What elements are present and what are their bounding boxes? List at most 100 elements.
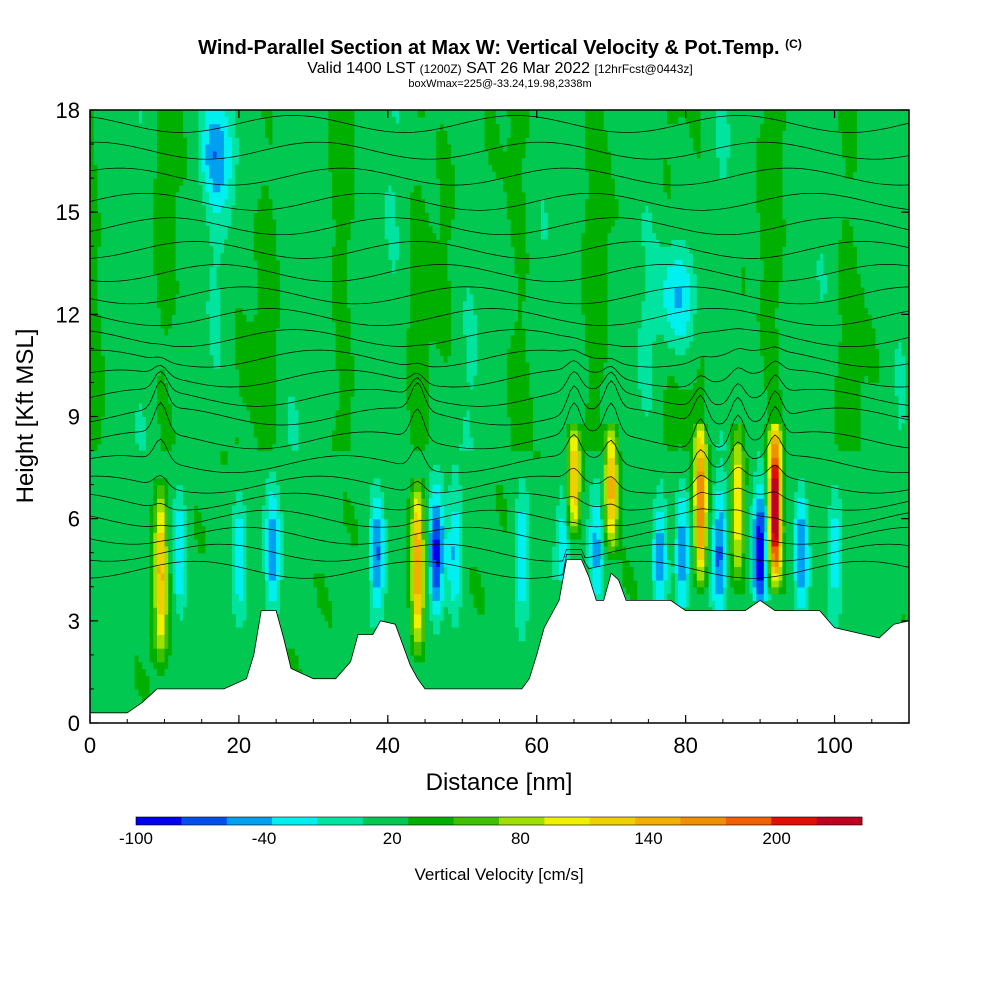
velocity-cell [149, 287, 154, 295]
velocity-cell [101, 123, 106, 131]
velocity-cell [276, 430, 281, 438]
velocity-cell [250, 198, 255, 206]
velocity-cell [168, 573, 173, 581]
velocity-cell [171, 634, 177, 642]
velocity-cell [130, 688, 136, 697]
velocity-cell [257, 355, 262, 363]
velocity-cell [276, 402, 281, 411]
velocity-cell [97, 525, 102, 533]
velocity-cell [157, 246, 162, 254]
velocity-cell [186, 164, 192, 172]
velocity-cell [235, 116, 240, 125]
velocity-cell [104, 198, 110, 206]
velocity-cell [250, 457, 255, 465]
velocity-cell [227, 375, 232, 383]
velocity-cell [220, 423, 225, 431]
velocity-cell [112, 634, 117, 642]
velocity-cell [253, 116, 259, 125]
velocity-cell [242, 110, 247, 118]
velocity-cell [179, 307, 184, 315]
velocity-cell [283, 450, 288, 458]
velocity-cell [287, 627, 292, 635]
velocity-cell [149, 116, 154, 125]
velocity-cell [130, 253, 136, 261]
velocity-cell [212, 682, 218, 690]
velocity-cell [168, 232, 173, 240]
velocity-cell [287, 539, 292, 547]
velocity-cell [168, 137, 173, 145]
velocity-cell [294, 498, 300, 506]
velocity-cell [276, 328, 281, 336]
velocity-cell [212, 375, 218, 383]
velocity-cell [302, 273, 307, 281]
velocity-cell [108, 491, 113, 499]
velocity-cell [153, 580, 158, 588]
velocity-cell [216, 184, 221, 193]
velocity-cell [130, 498, 136, 506]
velocity-cell [265, 212, 270, 220]
velocity-cell [149, 300, 154, 309]
velocity-cell [171, 436, 177, 445]
valid-date: SAT 26 Mar 2022 [466, 60, 591, 77]
velocity-cell [209, 355, 214, 363]
velocity-cell [305, 620, 311, 629]
velocity-cell [242, 123, 247, 131]
velocity-cell [279, 334, 285, 343]
velocity-cell [216, 171, 221, 179]
velocity-cell [93, 654, 98, 663]
velocity-cell [302, 137, 307, 145]
velocity-cell [157, 586, 162, 595]
velocity-cell [175, 654, 180, 663]
velocity-cell [276, 532, 281, 540]
velocity-cell [198, 348, 203, 356]
velocity-cell [283, 232, 288, 240]
velocity-cell [190, 137, 195, 145]
velocity-cell [227, 273, 232, 281]
velocity-cell [134, 259, 139, 268]
velocity-cell [101, 545, 106, 554]
velocity-cell [238, 178, 244, 186]
velocity-cell [227, 396, 232, 404]
velocity-cell [160, 362, 165, 370]
velocity-cell [101, 130, 106, 138]
velocity-cell [209, 505, 214, 513]
velocity-cell [279, 457, 285, 465]
velocity-cell [242, 212, 247, 220]
velocity-cell [97, 614, 102, 622]
velocity-cell [160, 110, 165, 118]
velocity-cell [201, 682, 206, 690]
velocity-cell [253, 539, 259, 547]
velocity-cell [149, 368, 154, 377]
velocity-cell [168, 627, 173, 635]
velocity-cell [179, 580, 184, 588]
velocity-cell [175, 450, 180, 458]
velocity-cell [198, 648, 203, 656]
velocity-cell [183, 164, 188, 172]
velocity-cell [242, 307, 247, 315]
velocity-cell [149, 150, 154, 159]
velocity-cell [101, 368, 106, 377]
velocity-cell [305, 273, 311, 281]
velocity-cell [130, 484, 136, 492]
velocity-cell [119, 280, 125, 288]
velocity-cell [168, 552, 173, 561]
velocity-cell [257, 518, 262, 527]
velocity-cell [287, 450, 292, 458]
velocity-cell [130, 627, 136, 635]
velocity-cell [205, 518, 210, 527]
velocity-cell [220, 184, 225, 193]
velocity-cell [294, 375, 300, 383]
velocity-cell [164, 648, 169, 656]
velocity-cell [97, 593, 102, 601]
velocity-cell [276, 239, 281, 247]
velocity-cell [142, 648, 147, 656]
velocity-cell [198, 682, 203, 690]
velocity-cell [90, 450, 95, 458]
velocity-cell [227, 654, 232, 663]
velocity-cell [287, 171, 292, 179]
velocity-cell [164, 348, 169, 356]
velocity-cell [101, 198, 106, 206]
velocity-cell [123, 559, 128, 567]
velocity-cell [164, 573, 169, 581]
velocity-cell [305, 239, 311, 247]
